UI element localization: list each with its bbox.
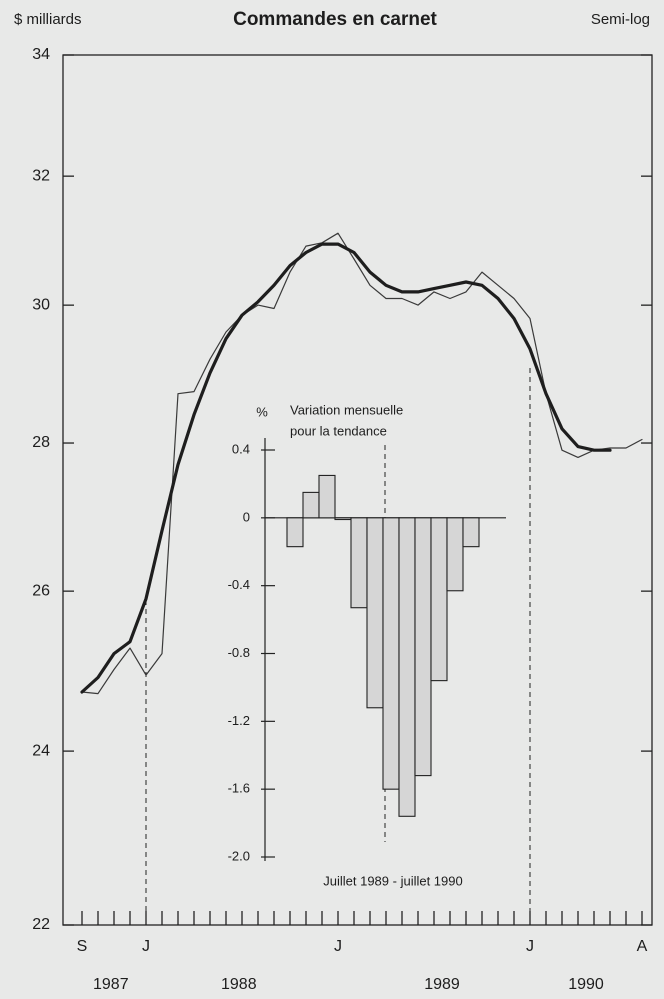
inset-title: pour la tendance bbox=[290, 423, 387, 438]
y-tick-label: 34 bbox=[32, 46, 50, 63]
y-tick-label: 32 bbox=[32, 167, 50, 184]
x-tick-label: A bbox=[637, 938, 648, 955]
chart-title: Commandes en carnet bbox=[233, 9, 437, 30]
inset-y-tick-label: 0 bbox=[243, 509, 250, 524]
scale-note: Semi-log bbox=[591, 11, 650, 28]
inset-y-label: % bbox=[256, 404, 268, 419]
inset-y-tick-label: -1.2 bbox=[228, 713, 250, 728]
plot-frame bbox=[62, 54, 653, 926]
year-label: 1989 bbox=[424, 976, 460, 993]
x-tick-label: S bbox=[77, 938, 88, 955]
inset-y-tick-label: 0.4 bbox=[232, 441, 250, 456]
bar bbox=[430, 517, 448, 682]
bar bbox=[302, 491, 320, 519]
y-tick-label: 30 bbox=[32, 296, 50, 313]
y-tick-label: 26 bbox=[32, 582, 50, 599]
y-tick-label: 22 bbox=[32, 916, 50, 933]
bar bbox=[382, 517, 400, 790]
bar bbox=[462, 517, 480, 548]
inset-y-tick-label: -1.6 bbox=[228, 781, 250, 796]
inset-title: Variation mensuelle bbox=[290, 402, 403, 417]
year-label: 1990 bbox=[568, 976, 604, 993]
inset-y-tick-label: -0.8 bbox=[228, 645, 250, 660]
inset-y-tick-label: -0.4 bbox=[228, 577, 250, 592]
bar bbox=[414, 517, 432, 777]
bar bbox=[286, 517, 304, 548]
bar bbox=[350, 517, 368, 609]
inset-annotation: Juillet 1989 - juillet 1990 bbox=[323, 873, 462, 888]
x-tick-label: J bbox=[334, 938, 342, 955]
series-line bbox=[80, 242, 612, 694]
bar bbox=[446, 517, 464, 592]
y-tick-label: 28 bbox=[32, 434, 50, 451]
bar bbox=[366, 517, 384, 709]
year-label: 1987 bbox=[93, 976, 129, 993]
bar bbox=[334, 517, 352, 521]
x-tick-label: J bbox=[526, 938, 534, 955]
bar bbox=[318, 474, 336, 519]
inset-y-tick-label: -2.0 bbox=[228, 848, 250, 863]
year-label: 1988 bbox=[221, 976, 257, 993]
y-axis-label: $ milliards bbox=[14, 11, 82, 28]
x-tick-label: J bbox=[142, 938, 150, 955]
bar bbox=[398, 517, 416, 817]
y-tick-label: 24 bbox=[32, 742, 50, 759]
